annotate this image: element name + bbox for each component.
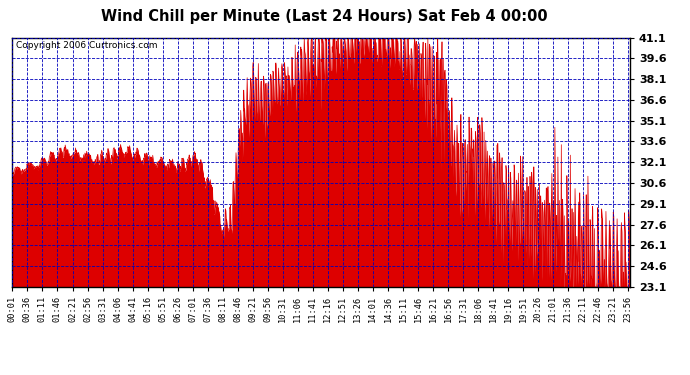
Text: Wind Chill per Minute (Last 24 Hours) Sat Feb 4 00:00: Wind Chill per Minute (Last 24 Hours) Sa… bbox=[101, 9, 548, 24]
Text: Copyright 2006 Curtronics.com: Copyright 2006 Curtronics.com bbox=[15, 41, 157, 50]
